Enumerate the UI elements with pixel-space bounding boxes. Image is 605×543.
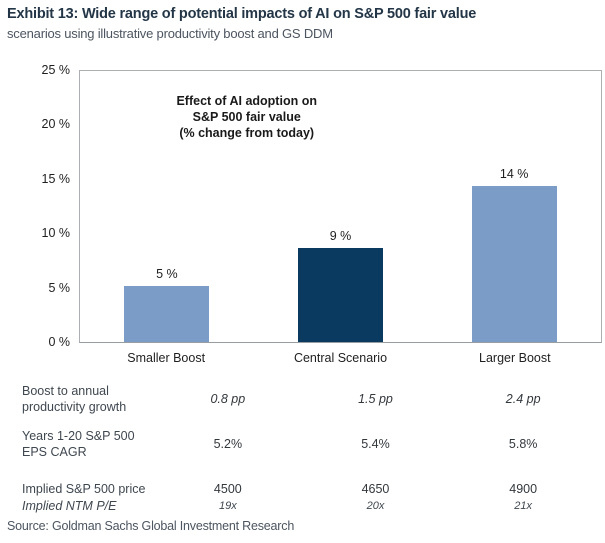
x-axis-category-labels: Smaller Boost Central Scenario Larger Bo… [79,351,602,365]
cell-value: 5.4% [361,437,390,451]
bar-group-smaller-boost: 5 % [80,71,254,342]
row-label: Boost to annual productivity growth [22,384,127,414]
exhibit-subtitle: scenarios using illustrative productivit… [7,26,333,41]
cell-value: 4500 [213,482,242,496]
cell-value: 21x [514,500,533,512]
bar-value-label: 5 % [156,266,178,281]
row-label: Years 1-20 S&P 500 EPS CAGR [22,429,135,459]
table-row-productivity-boost: Boost to annual productivity growth 0.8 … [22,383,597,415]
bar-group-central-scenario: 9 % [254,71,428,342]
cell-value: 5.2% [213,437,243,451]
y-axis: 25 % 20 % 15 % 10 % 5 % 0 % [0,63,74,349]
row-label: Implied NTM P/E [22,499,117,513]
bar-larger-boost [471,185,557,342]
row-label: Implied S&P 500 price [22,482,146,496]
bar-value-label: 9 % [329,228,352,243]
exhibit-title: Exhibit 13: Wide range of potential impa… [7,6,477,22]
y-tick-10: 10 % [41,226,71,240]
bar-chart-plot-area: Effect of AI adoption on S&P 500 fair va… [79,70,602,343]
annotation-line-1: Effect of AI adoption on [176,94,317,108]
table-row-implied-ntm-pe: Implied NTM P/E 19x 20x 21x [22,498,597,514]
scenario-metrics-table: Boost to annual productivity growth 0.8 … [22,381,597,514]
bar-group-larger-boost: 14 % [427,71,601,342]
y-tick-5: 5 % [48,281,70,295]
x-label-larger-boost: Larger Boost [479,351,551,365]
source-attribution: Source: Goldman Sachs Global Investment … [7,519,295,533]
y-tick-15: 15 % [41,172,71,186]
y-tick-0: 0 % [48,335,70,349]
cell-value: 4900 [509,482,538,496]
y-tick-25: 25 % [41,63,71,77]
cell-value: 1.5 pp [358,392,393,406]
cell-value: 0.8 pp [210,392,246,406]
cell-value: 4650 [361,482,390,496]
annotation-line-3: (% change from today) [179,126,315,140]
x-label-smaller-boost: Smaller Boost [127,351,206,365]
x-label-central-scenario: Central Scenario [293,351,388,365]
bar-value-label: 14 % [499,166,529,181]
bars-container: 5 % 9 % 14 % [80,71,601,342]
annotation-line-2: S&P 500 fair value [192,110,301,124]
bar-central-scenario [298,247,383,342]
chart-annotation: Effect of AI adoption on S&P 500 fair va… [80,93,413,141]
y-tick-20: 20 % [41,117,71,131]
cell-value: 20x [366,500,385,512]
cell-value: 2.4 pp [505,392,541,406]
cell-value: 19x [218,500,237,512]
cell-value: 5.8% [508,437,538,451]
table-row-eps-cagr: Years 1-20 S&P 500 EPS CAGR 5.2% 5.4% 5.… [22,428,597,460]
bar-smaller-boost [124,285,210,342]
table-row-implied-price: Implied S&P 500 price 4500 4650 4900 [22,481,597,497]
